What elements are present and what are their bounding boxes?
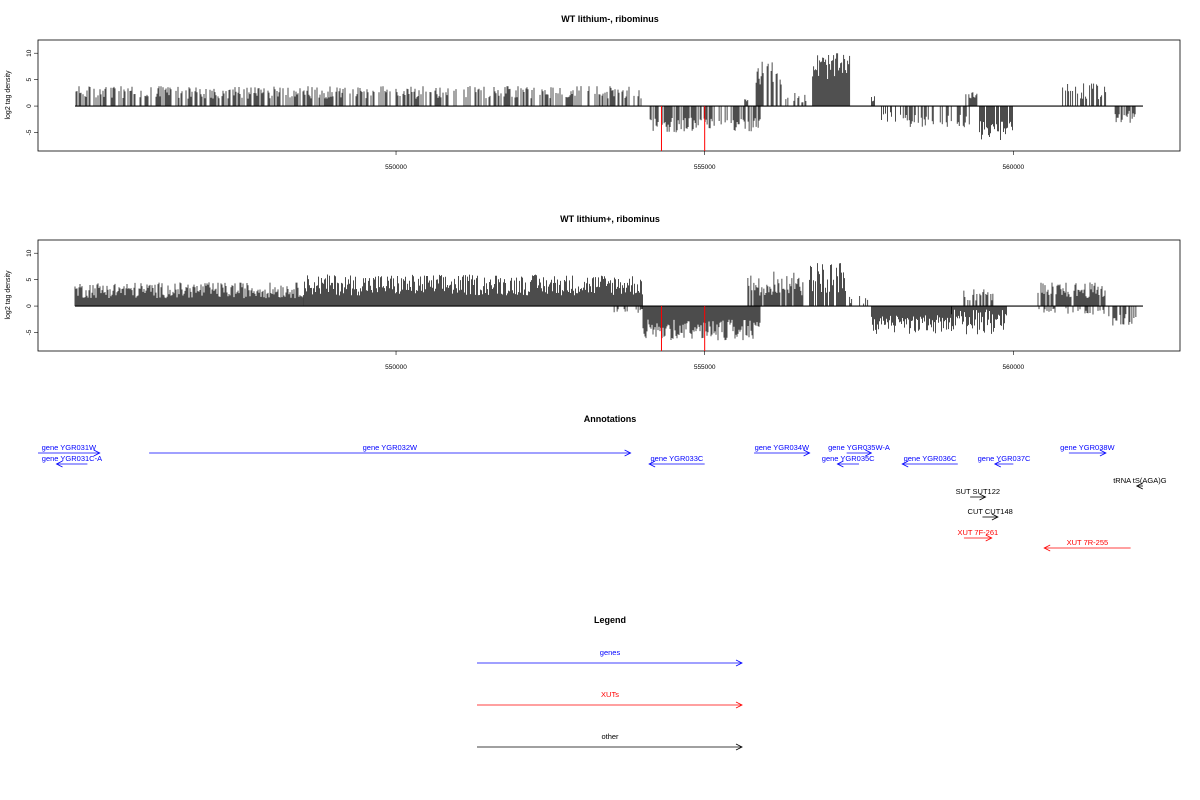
arrow-head — [836, 460, 844, 468]
legend-label: other — [601, 732, 619, 741]
x-tick-label: 560000 — [1002, 364, 1024, 371]
y-tick-label: -5 — [26, 329, 33, 335]
panel-1-ylabel: log2 tag density — [5, 70, 12, 120]
legend-label: XUTs — [601, 690, 619, 699]
arrow-head — [55, 460, 63, 468]
y-tick-label: 10 — [26, 249, 33, 257]
annotation-feature: gene YGR034W — [754, 443, 811, 457]
annotation-feature: gene YGR036C — [901, 454, 958, 468]
x-tick-label: 555000 — [694, 164, 716, 171]
arrow-head — [803, 449, 811, 457]
arrow-head — [993, 460, 1001, 468]
track-panel-1: WT lithium-, ribominus log2 tag density … — [5, 14, 1181, 171]
y-tick-label: 0 — [26, 104, 33, 108]
arrow-head — [735, 701, 743, 709]
legend-title: Legend — [594, 615, 626, 625]
annotation-feature: gene YGR035C — [822, 454, 875, 468]
track-panel-2: WT lithium+, ribominus log2 tag density … — [5, 214, 1181, 371]
annotation-feature: gene YGR038W — [1060, 443, 1116, 457]
annotation-features: gene YGR031W gene YGR031C-A gene YGR032W ge… — [38, 443, 1167, 552]
panel-2-frame — [37, 239, 1181, 352]
legend-item: other — [477, 732, 743, 751]
annotation-feature: gene YGR032W — [149, 443, 632, 457]
legend-panel: Legend genes XUTs other — [477, 615, 743, 751]
arrow-head — [865, 449, 873, 457]
y-tick-label: 10 — [26, 49, 33, 57]
annotation-feature: XUT 7R-255 — [1043, 538, 1131, 552]
feature-label: gene YGR032W — [363, 443, 418, 452]
legend-items: genes XUTs other — [477, 648, 743, 751]
arrow-head — [901, 460, 909, 468]
arrow-head — [735, 743, 743, 751]
arrow-head — [1135, 482, 1143, 490]
arrow-head — [985, 534, 993, 542]
annotation-feature: SUT SUT122 — [956, 487, 1000, 501]
feature-label: gene YGR035C — [822, 454, 875, 463]
y-tick-label: 5 — [26, 277, 33, 281]
feature-label: gene YGR034W — [755, 443, 810, 452]
feature-label: gene YGR036C — [904, 454, 957, 463]
feature-label: SUT SUT122 — [956, 487, 1000, 496]
panel-1-axes: -5 0 5 10 550000 555000 560000 — [26, 49, 1025, 171]
annotation-feature: XUT 7F-261 — [957, 528, 998, 542]
y-tick-label: 0 — [26, 304, 33, 308]
legend-label: genes — [600, 648, 621, 657]
feature-label: tRNA tS(AGA)G — [1113, 476, 1167, 485]
x-tick-label: 550000 — [385, 364, 407, 371]
annotation-feature: gene YGR031C-A — [42, 454, 102, 468]
annotation-feature: gene YGR033C — [648, 454, 705, 468]
panel-2-axes: -5 0 5 10 550000 555000 560000 — [26, 249, 1025, 371]
annotation-feature: tRNA tS(AGA)G — [1113, 476, 1167, 490]
y-tick-label: 5 — [26, 77, 33, 81]
panel-1-frame — [37, 39, 1181, 152]
panel-2-ylabel: log2 tag density — [5, 270, 12, 320]
annotations-title: Annotations — [584, 414, 637, 424]
panel-2-title: WT lithium+, ribominus — [560, 214, 660, 224]
x-tick-label: 560000 — [1002, 164, 1024, 171]
arrow-head — [735, 659, 743, 667]
legend-item: genes — [477, 648, 743, 667]
panel-1-bars — [75, 53, 1143, 151]
feature-label: XUT 7F-261 — [957, 528, 998, 537]
annotation-feature: CUT CUT148 — [968, 507, 1013, 521]
x-tick-label: 550000 — [385, 164, 407, 171]
x-tick-label: 555000 — [694, 364, 716, 371]
y-tick-label: -5 — [26, 129, 33, 135]
annotation-feature: gene YGR035W-A — [828, 443, 890, 457]
legend-item: XUTs — [477, 690, 743, 709]
feature-label: XUT 7R-255 — [1067, 538, 1109, 547]
feature-label: gene YGR033C — [650, 454, 703, 463]
arrow-head — [1099, 449, 1107, 457]
arrow-head — [979, 493, 987, 501]
arrow-head — [1043, 544, 1051, 552]
panel-2-bars — [74, 263, 1143, 351]
feature-label: gene YGR037C — [978, 454, 1031, 463]
annotation-feature: gene YGR037C — [978, 454, 1031, 468]
feature-label: CUT CUT148 — [968, 507, 1013, 516]
feature-label: gene YGR031C-A — [42, 454, 102, 463]
arrow-head — [93, 449, 101, 457]
annotation-feature: gene YGR031W — [38, 443, 101, 457]
panel-1-title: WT lithium-, ribominus — [561, 14, 659, 24]
arrow-head — [624, 449, 632, 457]
arrow-head — [991, 513, 999, 521]
feature-label: gene YGR031W — [42, 443, 97, 452]
feature-label: gene YGR035W-A — [828, 443, 890, 452]
feature-label: gene YGR038W — [1060, 443, 1115, 452]
arrow-head — [648, 460, 656, 468]
